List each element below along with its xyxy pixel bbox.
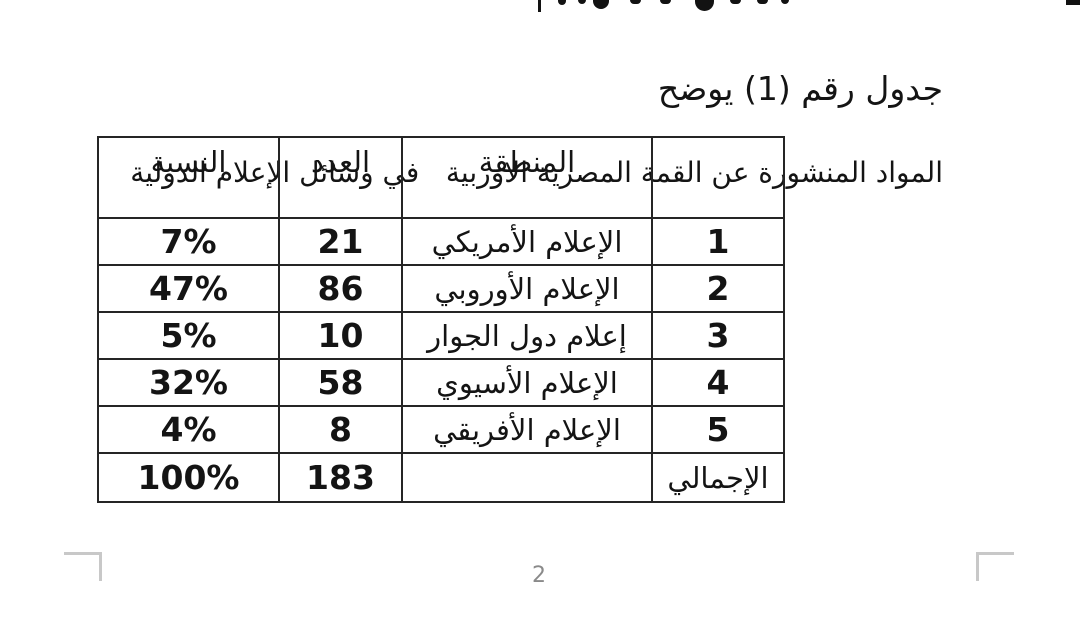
region-cell: الإعلام الأفريقي [401, 405, 653, 454]
row-index-cell: 5 [651, 405, 785, 454]
text-fragment [757, 0, 768, 4]
count-cell: 8 [278, 405, 403, 454]
col-header-percent: النسبة [97, 136, 280, 219]
row-index-cell: 1 [651, 217, 785, 266]
table-row: 2 الإعلام الأوروبي 86 47% [97, 264, 785, 313]
table-title: جدول رقم (1) يوضح [657, 69, 943, 108]
region-cell: الإعلام الأمريكي [401, 217, 653, 266]
page-number: 2 [532, 563, 546, 588]
row-index-cell: 3 [651, 311, 785, 360]
table-total-row: الإجمالي 183 100% [97, 452, 785, 503]
table-row: 4 الإعلام الأسيوي 58 32% [97, 358, 785, 407]
percent-cell: 5% [97, 311, 280, 360]
col-header-index [651, 136, 785, 219]
total-label-cell: الإجمالي [651, 452, 785, 503]
total-count-cell: 183 [278, 452, 403, 503]
clipped-text-top [0, 0, 1080, 14]
count-cell: 10 [278, 311, 403, 360]
row-index-cell: 2 [651, 264, 785, 313]
table-row: 1 الإعلام الأمريكي 21 7% [97, 217, 785, 266]
text-fragment [1066, 0, 1080, 5]
percent-cell: 47% [97, 264, 280, 313]
percent-cell: 7% [97, 217, 280, 266]
region-cell: الإعلام الأسيوي [401, 358, 653, 407]
text-fragment [558, 0, 566, 5]
region-cell: إعلام دول الجوار [401, 311, 653, 360]
table-row: 3 إعلام دول الجوار 10 5% [97, 311, 785, 360]
text-fragment [730, 0, 741, 4]
text-fragment [630, 0, 641, 4]
region-cell: الإعلام الأوروبي [401, 264, 653, 313]
data-table: المنطقة العدد النسبة 1 الإعلام الأمريكي … [97, 136, 785, 503]
corner-mark-right [976, 552, 1014, 581]
col-header-count: العدد [278, 136, 403, 219]
percent-cell: 4% [97, 405, 280, 454]
table-header-row: المنطقة العدد النسبة [97, 136, 785, 219]
count-cell: 58 [278, 358, 403, 407]
corner-mark-left [64, 552, 102, 581]
region-cell [401, 452, 653, 503]
text-fragment [781, 0, 789, 4]
count-cell: 21 [278, 217, 403, 266]
text-fragment [578, 0, 586, 4]
total-percent-cell: 100% [97, 452, 280, 503]
col-header-region: المنطقة [401, 136, 653, 219]
table-row: 5 الإعلام الأفريقي 8 4% [97, 405, 785, 454]
count-cell: 86 [278, 264, 403, 313]
text-fragment [593, 0, 609, 9]
text-fragment [538, 0, 541, 12]
row-index-cell: 4 [651, 358, 785, 407]
text-fragment [660, 0, 671, 4]
percent-cell: 32% [97, 358, 280, 407]
text-fragment [695, 0, 714, 11]
